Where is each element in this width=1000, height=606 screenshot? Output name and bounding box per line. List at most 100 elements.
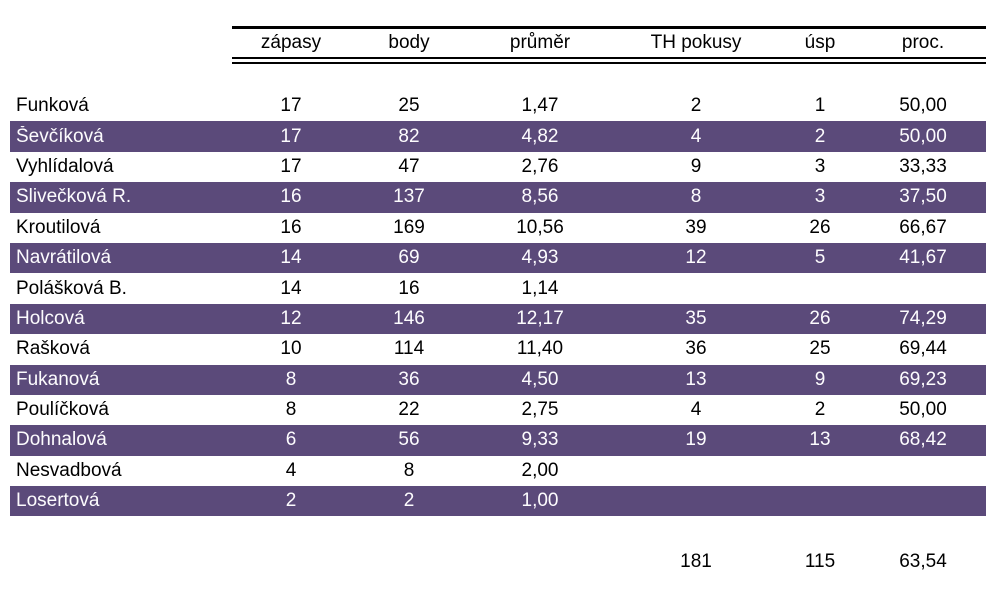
player-name-cell: Funková: [16, 95, 89, 117]
header-double-rule: [232, 57, 986, 64]
cell-usp: 13: [809, 429, 831, 451]
table-row: Funková 17 25 1,47 2 1 50,00: [10, 91, 986, 121]
table-row: Kroutilová 16 169 10,56 39 26 66,67: [10, 213, 986, 243]
cell-zapasy: 8: [285, 399, 297, 421]
cell-usp: 2: [814, 125, 826, 147]
cell-usp: 9: [814, 368, 826, 390]
player-name-cell: Dohnalová: [16, 429, 107, 451]
cell-body: 114: [393, 338, 425, 360]
cell-prumer: 1,14: [521, 277, 559, 299]
player-name-cell: Nesvadbová: [16, 459, 122, 481]
cell-zapasy: 2: [285, 490, 297, 512]
cell-prumer: 4,50: [521, 368, 559, 390]
cell-body: 82: [398, 125, 420, 147]
column-header-usp: úsp: [804, 32, 836, 53]
cell-usp: 2: [814, 399, 826, 421]
player-name-cell: Ševčíková: [16, 125, 104, 147]
player-name-cell: Navrátilová: [16, 247, 112, 269]
cell-usp: 5: [814, 247, 826, 269]
cell-body: 137: [393, 186, 425, 208]
cell-zapasy: 14: [280, 277, 302, 299]
cell-prumer: 2,75: [521, 399, 559, 421]
header-top-rule: [232, 26, 986, 29]
cell-body: 8: [403, 459, 415, 481]
cell-body: 146: [393, 307, 425, 329]
cell-zapasy: 12: [280, 307, 302, 329]
table-row: Vyhlídalová 17 47 2,76 9 3 33,33: [10, 152, 986, 182]
cell-prumer: 12,17: [516, 307, 564, 329]
player-name-cell: Holcová: [16, 307, 85, 329]
cell-th-pokusy: 4: [690, 125, 702, 147]
cell-body: 2: [403, 490, 415, 512]
player-name-cell: Fukanová: [16, 368, 100, 390]
cell-th-pokusy: 2: [690, 95, 702, 117]
cell-prumer: 9,33: [521, 429, 559, 451]
table-row: Navrátilová 14 69 4,93 12 5 41,67: [10, 242, 986, 274]
cell-proc: 69,23: [899, 368, 947, 390]
cell-prumer: 10,56: [516, 216, 564, 238]
cell-proc: 50,00: [899, 399, 947, 421]
cell-zapasy: 4: [285, 459, 297, 481]
cell-body: 22: [398, 399, 420, 421]
cell-prumer: 2,76: [521, 155, 559, 177]
table-row: Polášková B. 14 16 1,14: [10, 273, 986, 303]
cell-proc: 50,00: [899, 125, 947, 147]
table-row: Rašková 10 114 11,40 36 25 69,44: [10, 334, 986, 364]
cell-body: 169: [393, 216, 425, 238]
table-body: Funková 17 25 1,47 2 1 50,00 Ševčíková 1…: [10, 91, 986, 517]
cell-th-pokusy: 35: [685, 307, 707, 329]
cell-zapasy: 6: [285, 429, 297, 451]
table-row: Dohnalová 6 56 9,33 19 13 68,42: [10, 425, 986, 456]
cell-zapasy: 8: [285, 368, 297, 390]
cell-usp: 26: [809, 216, 831, 238]
cell-proc: 68,42: [899, 429, 947, 451]
table-row: Ševčíková 17 82 4,82 4 2 50,00: [10, 121, 986, 152]
cell-body: 16: [398, 277, 420, 299]
cell-zapasy: 10: [280, 338, 302, 360]
player-name-cell: Vyhlídalová: [16, 155, 114, 177]
player-name-cell: Rašková: [16, 338, 90, 360]
player-name-cell: Slivečková R.: [16, 186, 132, 208]
table-row: Holcová 12 146 12,17 35 26 74,29: [10, 303, 986, 335]
cell-proc: 66,67: [899, 216, 947, 238]
cell-prumer: 11,40: [516, 338, 564, 360]
cell-zapasy: 16: [280, 186, 302, 208]
table-row: Slivečková R. 16 137 8,56 8 3 37,50: [10, 182, 986, 213]
totals-row: 181 115 63,54: [10, 549, 986, 575]
cell-usp: 25: [809, 338, 831, 360]
cell-usp: 1: [814, 95, 826, 117]
cell-prumer: 2,00: [521, 459, 559, 481]
cell-th-pokusy: 19: [685, 429, 707, 451]
cell-th-pokusy: 4: [690, 399, 702, 421]
cell-th-pokusy: 9: [690, 155, 702, 177]
column-header-proc: proc.: [901, 32, 945, 53]
player-name-cell: Kroutilová: [16, 216, 101, 238]
table-row: Poulíčková 8 22 2,75 4 2 50,00: [10, 395, 986, 425]
table-header-row: zápasy body průměr TH pokusy úsp proc.: [232, 29, 986, 57]
cell-proc: 74,29: [899, 307, 947, 329]
cell-body: 25: [398, 95, 420, 117]
cell-zapasy: 16: [280, 216, 302, 238]
cell-th-pokusy: 13: [685, 368, 707, 390]
cell-zapasy: 17: [280, 125, 302, 147]
cell-body: 56: [398, 429, 420, 451]
cell-body: 69: [398, 247, 420, 269]
player-name-cell: Poulíčková: [16, 399, 109, 421]
cell-proc: 69,44: [899, 338, 947, 360]
cell-zapasy: 17: [280, 155, 302, 177]
table-row: Nesvadbová 4 8 2,00: [10, 456, 986, 486]
player-name-cell: Polášková B.: [16, 277, 127, 299]
cell-prumer: 4,82: [521, 125, 559, 147]
column-header-zapasy: zápasy: [260, 32, 322, 53]
cell-th-pokusy: 12: [685, 247, 707, 269]
cell-th-pokusy: 36: [685, 338, 707, 360]
cell-prumer: 8,56: [521, 186, 559, 208]
cell-prumer: 1,47: [521, 95, 559, 117]
column-header-th-pokusy: TH pokusy: [650, 32, 742, 53]
cell-proc: 37,50: [899, 186, 947, 208]
table-row: Fukanová 8 36 4,50 13 9 69,23: [10, 364, 986, 395]
cell-usp: 26: [809, 307, 831, 329]
total-th-pokusy: 181: [680, 551, 712, 572]
cell-th-pokusy: 39: [685, 216, 707, 238]
cell-usp: 3: [814, 186, 826, 208]
